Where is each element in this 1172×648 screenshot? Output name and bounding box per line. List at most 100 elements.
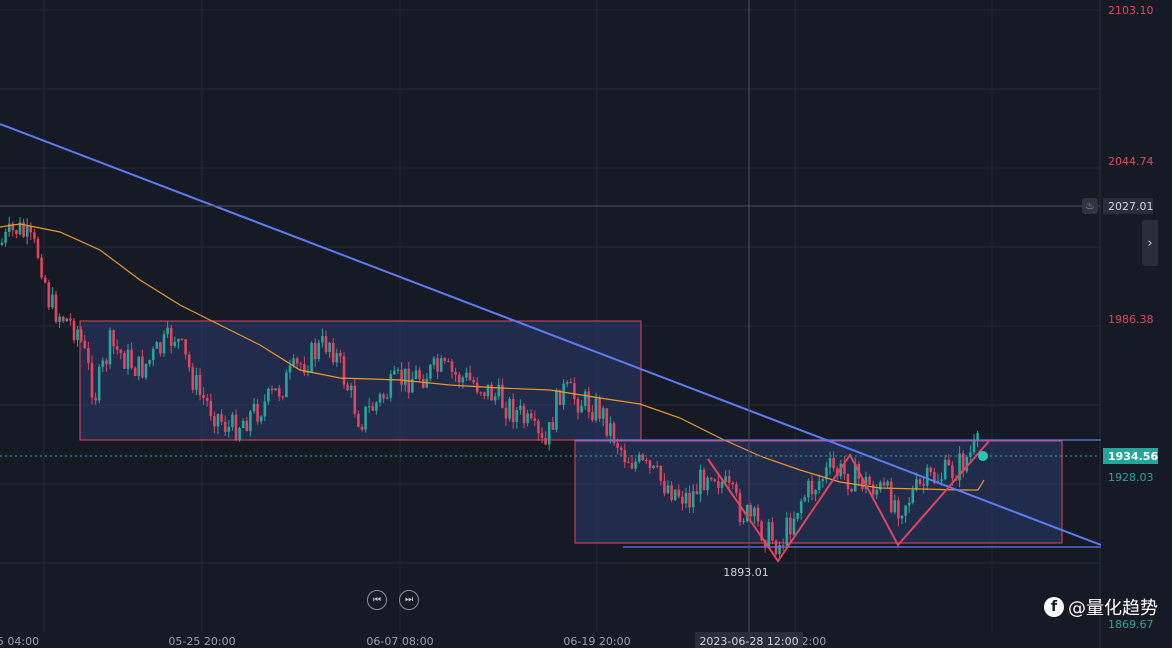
candle-body-144: [519, 405, 522, 411]
candle-body-169: [609, 423, 612, 436]
candle-body-222: [799, 501, 803, 514]
candle-body-175: [630, 463, 634, 469]
candle-body-214: [771, 522, 774, 541]
candle-body-157: [565, 382, 569, 384]
candle-body-268: [965, 456, 969, 472]
candle-body-213: [767, 522, 771, 547]
candle-body-89: [321, 336, 324, 343]
candle-body-96: [346, 384, 349, 391]
candle-body-57: [205, 397, 209, 401]
candle-body-88: [317, 342, 321, 360]
current-price-label: 1934.56: [1108, 450, 1158, 463]
candle-body-120: [432, 358, 436, 365]
candle-body-12: [43, 277, 47, 283]
chevron-right-icon[interactable]: ›: [1142, 220, 1158, 266]
candle-body-124: [447, 361, 450, 363]
candle-body-13: [47, 282, 51, 308]
candle-body-34: [123, 353, 126, 369]
candle-body-229: [825, 467, 828, 480]
candle-body-246: [886, 481, 889, 486]
candle-body-86: [310, 342, 313, 372]
crosshair-time-bg: [695, 632, 803, 648]
candle-body-1: [4, 232, 7, 243]
skip-forward-icon[interactable]: ⏭: [399, 590, 419, 610]
candle-body-81: [292, 358, 295, 366]
candle-body-196: [706, 477, 709, 491]
candle-body-152: [547, 422, 551, 445]
candle-body-41: [148, 360, 151, 364]
crosshair-price-bg: [1103, 198, 1153, 214]
candle-body-74: [267, 388, 270, 402]
candle-body-183: [659, 465, 663, 481]
candle-body-164: [591, 412, 594, 421]
candle-body-150: [540, 433, 544, 439]
candle-body-79: [285, 372, 288, 398]
candle-body-59: [213, 416, 216, 427]
candle-body-181: [652, 465, 655, 469]
candle-body-72: [259, 416, 263, 422]
candle-body-135: [486, 384, 490, 397]
candle-body-141: [508, 399, 511, 419]
candle-body-92: [331, 342, 335, 363]
candle-body-203: [731, 482, 735, 485]
candle-body-85: [306, 371, 310, 373]
candle-body-242: [871, 484, 875, 495]
time-tick-2: 06-07 08:00: [366, 635, 433, 648]
candle-body-103: [371, 406, 375, 411]
candle-body-236: [850, 488, 853, 492]
candle-body-148: [533, 418, 537, 421]
candle-body-11: [40, 257, 43, 278]
candle-body-21: [76, 329, 79, 341]
candle-body-170: [612, 423, 616, 444]
candle-body-119: [429, 364, 432, 379]
candle-body-137: [493, 396, 497, 401]
candle-body-227: [817, 480, 821, 491]
candle-body-90: [324, 336, 328, 353]
candle-body-258: [929, 467, 933, 473]
candle-body-36: [130, 349, 133, 368]
candle-body-128: [461, 377, 465, 383]
candle-body-239: [861, 478, 864, 489]
price-tick-2: 1986.38: [1108, 313, 1154, 326]
price-tick-0: 2103.10: [1108, 4, 1154, 17]
skip-back-icon[interactable]: ⏮: [367, 590, 387, 610]
candle-body-140: [504, 407, 508, 419]
candle-body-147: [529, 413, 533, 419]
candle-body-241: [868, 476, 871, 485]
candle-body-226: [814, 490, 817, 495]
candle-body-24: [87, 348, 90, 363]
candle-body-165: [594, 398, 598, 421]
bell-icon[interactable]: ♨: [1082, 198, 1098, 214]
candle-body-7: [25, 225, 29, 237]
candle-body-104: [375, 402, 378, 411]
candle-body-100: [360, 426, 364, 430]
candle-body-83: [299, 363, 303, 365]
candle-body-48: [173, 341, 177, 346]
candle-body-195: [702, 469, 706, 491]
candle-body-134: [483, 392, 486, 397]
candle-body-162: [583, 391, 587, 406]
candle-body-68: [245, 420, 249, 432]
candle-body-166: [598, 398, 601, 419]
candle-body-158: [569, 382, 573, 384]
candle-body-249: [897, 500, 900, 519]
time-axis: 5 04:00 05-25 20:00 06-07 08:00 06-19 20:00…: [0, 632, 826, 648]
candle-body-206: [742, 521, 745, 523]
candle-body-126: [454, 371, 457, 375]
candle-body-230: [828, 457, 832, 468]
candle-body-200: [720, 482, 724, 488]
candle-body-201: [724, 476, 727, 483]
candle-body-149: [537, 420, 540, 434]
candle-body-26: [94, 397, 97, 401]
candle-body-64: [231, 414, 234, 427]
candle-body-228: [821, 479, 825, 481]
crosshair-price-label: 2027.01: [1108, 200, 1154, 213]
candle-body-257: [925, 467, 929, 486]
candle-body-50: [180, 338, 184, 340]
candle-body-6: [22, 222, 25, 237]
candle-body-218: [785, 517, 789, 546]
candle-body-163: [587, 391, 591, 413]
candle-body-33: [119, 349, 123, 354]
candle-body-142: [511, 399, 515, 423]
